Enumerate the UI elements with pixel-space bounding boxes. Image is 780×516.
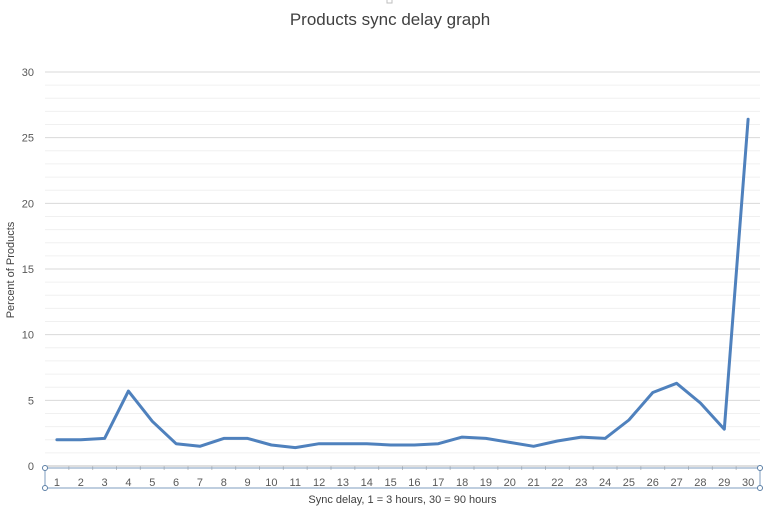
x-tick-label: 17 <box>432 477 444 489</box>
x-tick-label: 30 <box>742 477 754 489</box>
x-tick-label: 28 <box>694 477 706 489</box>
x-tick-label: 20 <box>504 477 516 489</box>
x-tick-label: 7 <box>197 477 203 489</box>
x-tick-label: 18 <box>456 477 468 489</box>
axis-selection-box[interactable] <box>44 467 761 489</box>
x-tick-label: 26 <box>647 477 659 489</box>
selection-handle[interactable] <box>42 485 48 491</box>
x-tick-label: 13 <box>337 477 349 489</box>
x-axis-title: Sync delay, 1 = 3 hours, 30 = 90 hours <box>308 494 497 506</box>
x-tick-label: 4 <box>125 477 131 489</box>
y-tick-label: 30 <box>22 67 34 79</box>
x-tick-label: 9 <box>245 477 251 489</box>
x-tick-label: 2 <box>78 477 84 489</box>
x-tick-label: 19 <box>480 477 492 489</box>
x-tick-label: 15 <box>384 477 396 489</box>
x-tick-label: 3 <box>102 477 108 489</box>
x-tick-label: 16 <box>408 477 420 489</box>
x-tick-label: 1 <box>54 477 60 489</box>
y-tick-label: 10 <box>22 330 34 342</box>
x-tick-label: 25 <box>623 477 635 489</box>
x-tick-label: 22 <box>551 477 563 489</box>
y-tick-label: 0 <box>28 461 34 473</box>
selection-handle[interactable] <box>757 485 763 491</box>
x-tick-label: 8 <box>221 477 227 489</box>
chart-title: Products sync delay graph <box>289 10 491 29</box>
y-tick-label: 15 <box>22 264 34 276</box>
x-tick-label: 24 <box>599 477 611 489</box>
y-tick-label: 20 <box>22 198 34 210</box>
x-tick-label: 10 <box>265 477 277 489</box>
x-tick-label: 29 <box>718 477 730 489</box>
selection-handle[interactable] <box>42 465 48 471</box>
x-tick-label: 11 <box>290 477 301 489</box>
x-tick-label: 5 <box>149 477 155 489</box>
series-line[interactable] <box>55 117 750 450</box>
selection-handle[interactable] <box>757 465 763 471</box>
x-tick-label: 21 <box>527 477 539 489</box>
chart-resize-handle[interactable] <box>386 0 393 4</box>
x-tick-label: 12 <box>313 477 325 489</box>
y-tick-label: 5 <box>28 395 34 407</box>
y-tick-label: 25 <box>22 133 34 145</box>
x-tick-label: 6 <box>173 477 179 489</box>
x-tick-label: 14 <box>361 477 373 489</box>
x-tick-label: 27 <box>670 477 682 489</box>
x-tick-label: 23 <box>575 477 587 489</box>
